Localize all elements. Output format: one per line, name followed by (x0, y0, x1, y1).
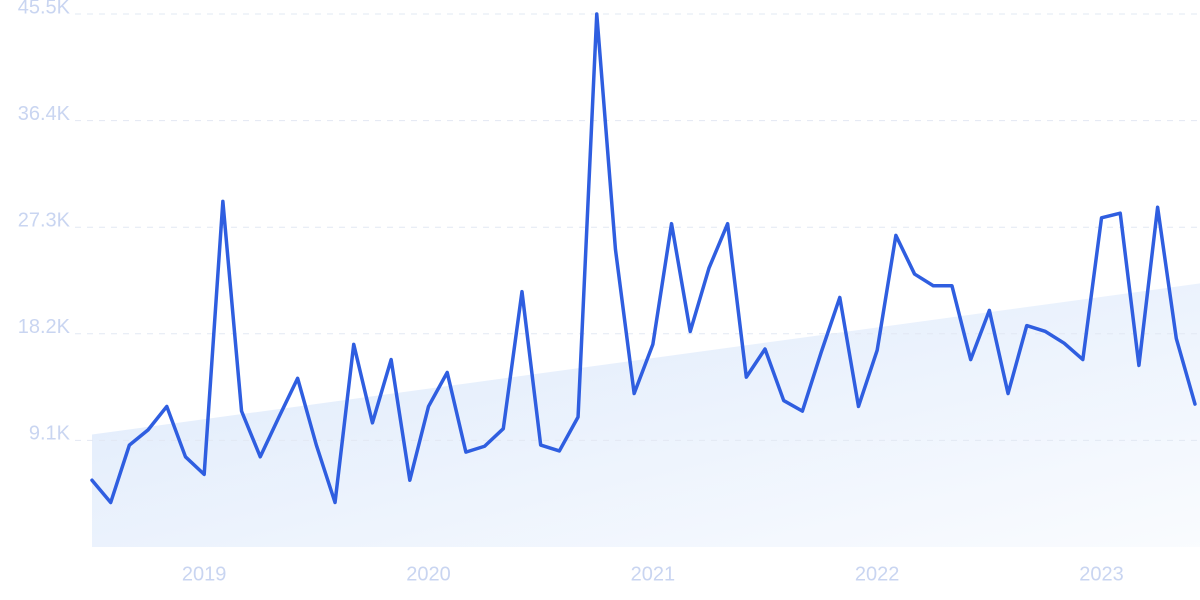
data-line (90, 12, 1197, 505)
trend-area (92, 283, 1200, 547)
x-tick-label: 2022 (855, 563, 900, 585)
y-tick-label: 18.2K (18, 316, 71, 338)
y-tick-label: 36.4K (18, 103, 71, 125)
x-tick-label: 2019 (182, 563, 227, 585)
y-tick-label: 45.5K (18, 0, 71, 18)
x-tick-label: 2020 (406, 563, 451, 585)
y-tick-label: 9.1K (29, 423, 71, 445)
x-tick-label: 2021 (631, 563, 676, 585)
x-tick-label: 2023 (1079, 563, 1124, 585)
y-tick-label: 27.3K (18, 209, 71, 231)
